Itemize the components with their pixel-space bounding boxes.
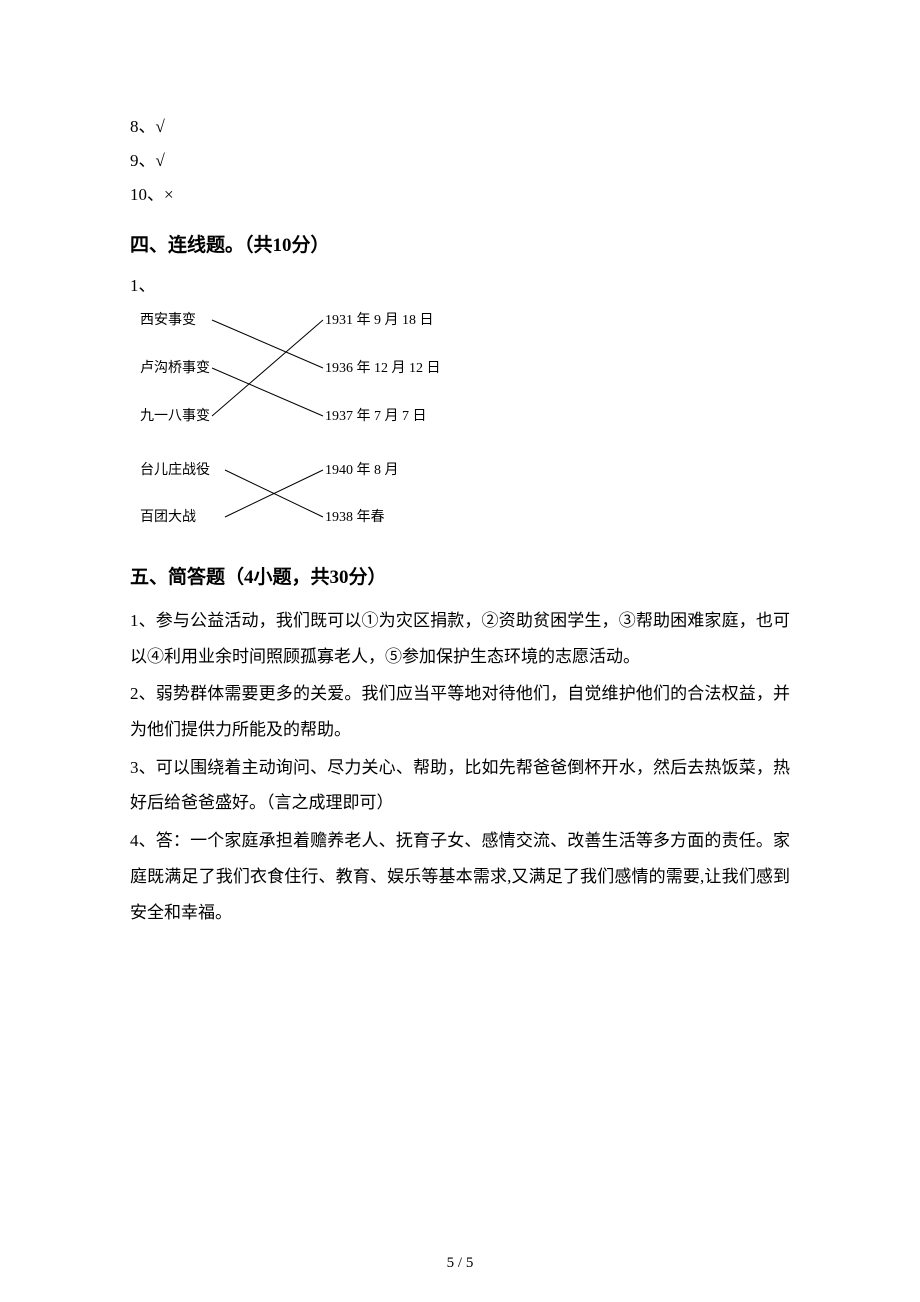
section-4-heading: 四、连线题。（共10分） (130, 230, 790, 257)
svg-text:1937 年 7 月 7 日: 1937 年 7 月 7 日 (325, 408, 427, 424)
svg-text:九一八事变: 九一八事变 (140, 408, 210, 424)
svg-text:1940 年 8 月: 1940 年 8 月 (325, 462, 399, 478)
svg-text:1931 年 9 月 18 日: 1931 年 9 月 18 日 (325, 312, 434, 328)
short-answer-3: 3、可以围绕着主动询问、尽力关心、帮助，比如先帮爸爸倒杯开水，然后去热饭菜，热好… (130, 750, 790, 821)
svg-text:1936 年 12 月 12 日: 1936 年 12 月 12 日 (325, 360, 441, 376)
short-answer-2: 2、弱势群体需要更多的关爱。我们应当平等地对待他们，自觉维护他们的合法权益，并为… (130, 676, 790, 747)
tf-answer-9: 9、√ (130, 144, 790, 178)
matching-diagram-2: 台儿庄战役百团大战 1940 年 8 月 1938 年春 (130, 454, 490, 544)
svg-text:卢沟桥事变: 卢沟桥事变 (140, 360, 210, 376)
short-answer-1: 1、参与公益活动，我们既可以①为灾区捐款，②资助贫困学生，③帮助困难家庭，也可以… (130, 603, 790, 674)
section-4-q1-label: 1、 (130, 271, 790, 296)
short-answer-4: 4、答：一个家庭承担着赡养老人、抚育子女、感情交流、改善生活等多方面的责任。家庭… (130, 823, 790, 930)
section-5-heading: 五、简答题（4小题，共30分） (130, 562, 790, 589)
short-answer-block: 1、参与公益活动，我们既可以①为灾区捐款，②资助贫困学生，③帮助困难家庭，也可以… (130, 603, 790, 930)
svg-text:1938 年春: 1938 年春 (325, 509, 385, 525)
matching-diagram-1: 西安事变卢沟桥事变九一八事变 1931 年 9 月 18 日 1936 年 12 月… (130, 304, 490, 444)
tf-answer-8: 8、√ (130, 110, 790, 144)
page: 8、√ 9、√ 10、× 四、连线题。（共10分） 1、 西安事变卢沟桥事变九一… (0, 0, 920, 1302)
tf-answer-10: 10、× (130, 178, 790, 212)
page-number: 5 / 5 (0, 1255, 920, 1272)
svg-text:台儿庄战役: 台儿庄战役 (140, 461, 210, 478)
svg-text:西安事变: 西安事变 (140, 312, 196, 328)
svg-text:百团大战: 百团大战 (140, 509, 196, 525)
